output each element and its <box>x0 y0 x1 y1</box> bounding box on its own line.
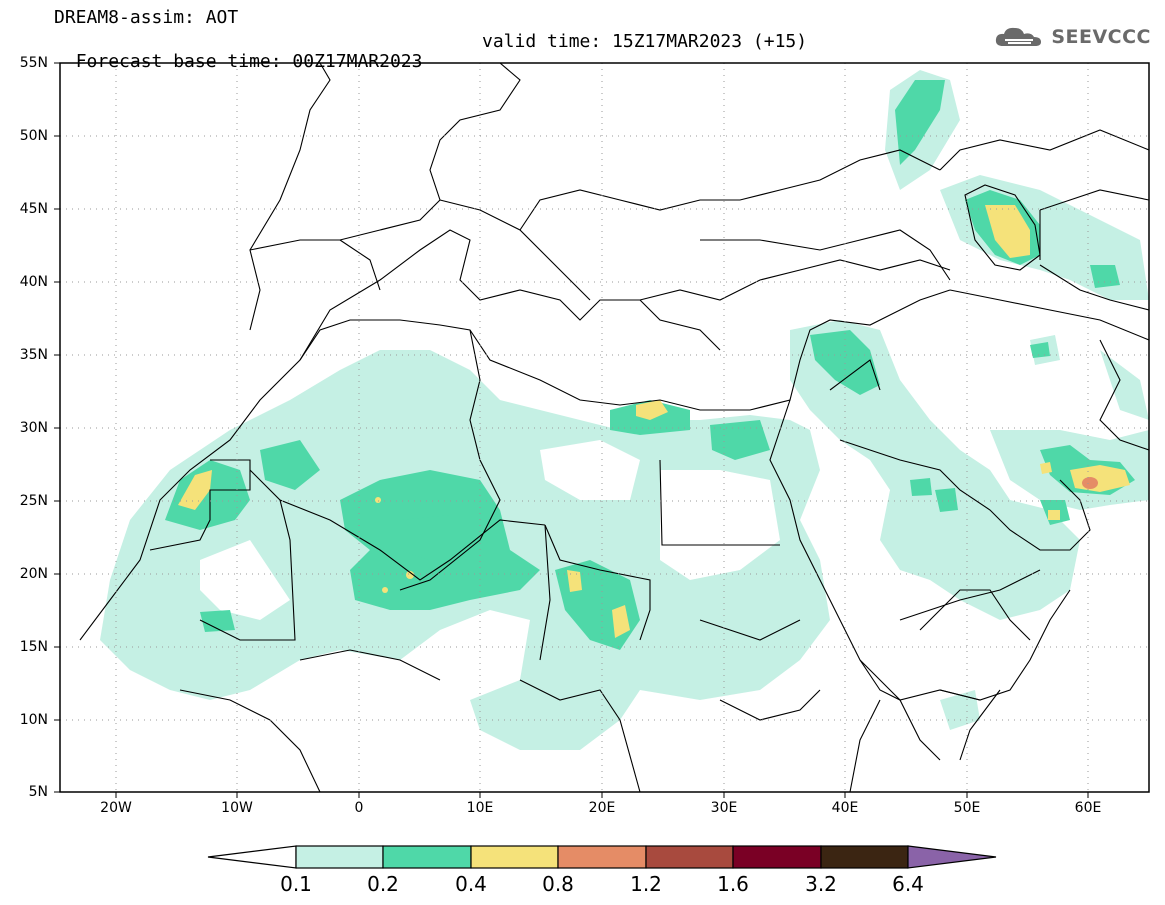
lat-label: 50N <box>19 128 48 144</box>
coastlines-borders <box>79 63 1149 792</box>
colorbar-bin-7 <box>820 845 909 869</box>
colorbar-label: 0.4 <box>455 872 487 896</box>
aot-holes <box>200 440 890 620</box>
colorbar-bin-1 <box>295 845 384 869</box>
aot-shading-very-high <box>1082 477 1098 489</box>
lon-label: 50E <box>953 800 981 816</box>
seevccc-logo: SEEVCCC <box>993 24 1151 50</box>
cloud-icon <box>996 27 1042 46</box>
colorbar <box>207 845 997 869</box>
lat-label: 40N <box>19 274 48 290</box>
lat-label: 5N <box>28 784 48 800</box>
lon-label: 10W <box>221 800 253 816</box>
lon-label: 60E <box>1074 800 1102 816</box>
lat-label: 55N <box>19 55 48 71</box>
colorbar-label: 3.2 <box>805 872 837 896</box>
lon-label: 0 <box>354 800 364 816</box>
colorbar-label: 1.2 <box>630 872 662 896</box>
colorbar-bin-5 <box>645 845 734 869</box>
forecast-times: Forecast base time: 00Z17MAR2023 valid t… <box>54 32 807 92</box>
colorbar-label: 1.6 <box>717 872 749 896</box>
lon-label: 40E <box>831 800 859 816</box>
colorbar-bin-2 <box>382 845 472 869</box>
lat-label: 10N <box>19 712 48 728</box>
lat-label: 45N <box>19 201 48 217</box>
aot-shading-high <box>178 205 1130 638</box>
colorbar-bin-4 <box>557 845 647 869</box>
lon-label: 10E <box>466 800 494 816</box>
logo-text: SEEVCCC <box>1051 26 1151 48</box>
colorbar-max-arrow <box>907 845 997 869</box>
lat-label: 20N <box>19 566 48 582</box>
colorbar-bin-6 <box>732 845 822 869</box>
lat-label: 25N <box>19 493 48 509</box>
colorbar-label: 0.1 <box>280 872 312 896</box>
colorbar-label: 0.8 <box>542 872 574 896</box>
valid-time: valid time: 15Z17MAR2023 (+15) <box>482 31 808 52</box>
lat-label: 30N <box>19 420 48 436</box>
colorbar-min-arrow <box>207 845 297 869</box>
colorbar-label: 0.2 <box>367 872 399 896</box>
lon-label: 20W <box>100 800 132 816</box>
colorbar-bin-3 <box>470 845 559 869</box>
lon-label: 30E <box>710 800 738 816</box>
base-time: Forecast base time: 00Z17MAR2023 <box>75 51 423 72</box>
map-title: DREAM8-assim: AOT <box>54 7 239 28</box>
lat-label: 15N <box>19 639 48 655</box>
axis-ticks <box>54 62 1089 798</box>
lon-label: 20E <box>588 800 616 816</box>
lat-label: 35N <box>19 347 48 363</box>
colorbar-label: 6.4 <box>892 872 924 896</box>
